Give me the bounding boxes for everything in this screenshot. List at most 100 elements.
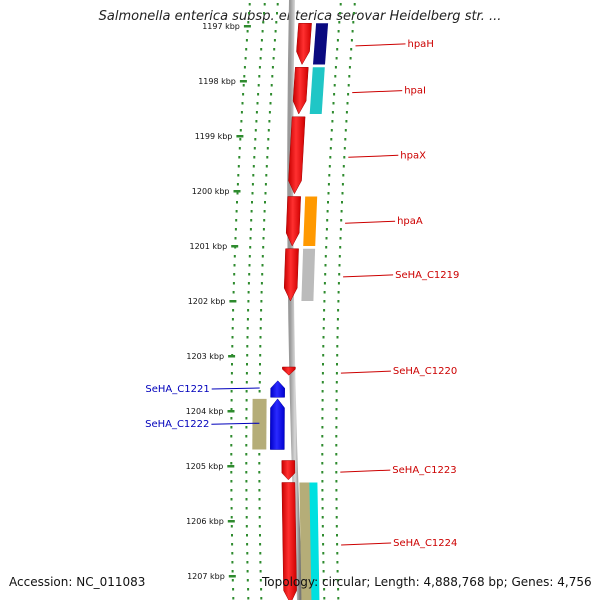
tick-label: 1199 kbp <box>195 132 233 141</box>
gene-SeHA_C1224[interactable] <box>281 482 320 600</box>
guide-dot <box>258 75 261 78</box>
guide-dot <box>323 597 326 600</box>
guide-dot <box>258 516 261 519</box>
guide-dot <box>329 147 332 150</box>
guide-dot <box>231 345 234 348</box>
gene-hpaX[interactable] <box>288 116 306 195</box>
guide-dot <box>336 543 339 546</box>
forward-gene-arrow[interactable] <box>281 482 297 600</box>
guide-dot <box>323 588 326 591</box>
tick-label: 1203 kbp <box>186 352 224 361</box>
forward-gene-arrow[interactable] <box>292 67 309 115</box>
gene-label-SeHA_C1224: SeHA_C1224 <box>341 538 457 549</box>
gene-label-hpaA: hpaA <box>345 216 423 227</box>
gene-name: SeHA_C1221 <box>145 384 209 395</box>
guide-dot <box>263 219 266 222</box>
guide-dot <box>267 138 270 141</box>
gene-SeHA_C1221[interactable] <box>270 380 285 398</box>
guide-dot <box>253 147 256 150</box>
gene-SeHA_C1223[interactable] <box>281 460 296 481</box>
accession-text: Accession: NC_011083 <box>9 575 146 589</box>
reverse-gene-arrow[interactable] <box>270 380 285 398</box>
guide-dot <box>249 228 252 231</box>
gene-label-hpaI: hpaI <box>352 86 426 97</box>
guide-dot <box>259 57 262 60</box>
gene-hpaA[interactable] <box>285 196 318 247</box>
guide-dot <box>230 426 233 429</box>
guide-dot <box>257 84 260 87</box>
guide-dot <box>322 534 324 537</box>
guide-dot <box>248 255 251 258</box>
guide-dot <box>353 12 355 15</box>
guide-dot <box>321 498 324 501</box>
guide-dot <box>261 30 264 33</box>
guide-dot <box>232 309 235 312</box>
gene-name: SeHA_C1220 <box>393 366 457 377</box>
reverse-gene-arrow[interactable] <box>270 398 285 450</box>
gene-SeHA_C1222[interactable] <box>252 398 285 450</box>
cog-box <box>309 482 320 600</box>
guide-dot <box>231 579 234 582</box>
guide-dot <box>344 129 347 132</box>
tick-mark <box>227 410 235 413</box>
guide-dot <box>349 57 352 60</box>
guide-dot <box>335 417 338 420</box>
guide-dot <box>327 192 330 195</box>
gene-SeHA_C1219[interactable] <box>283 248 316 302</box>
guide-dot <box>323 309 326 312</box>
guide-dot <box>336 336 339 339</box>
guide-dot <box>250 219 253 222</box>
guide-dot <box>233 273 236 276</box>
gene-SeHA_C1220[interactable] <box>282 366 296 376</box>
guide-dot <box>336 561 339 564</box>
guide-dot <box>230 417 233 420</box>
guide-dot <box>265 165 268 168</box>
forward-gene-arrow[interactable] <box>288 116 306 195</box>
forward-gene-arrow[interactable] <box>285 196 301 247</box>
guide-dot <box>335 399 338 402</box>
tick-label: 1206 kbp <box>186 517 224 526</box>
guide-dot <box>273 48 276 51</box>
guide-dot <box>337 597 340 600</box>
guide-dot <box>326 210 329 213</box>
gene-name: SeHA_C1222 <box>145 419 209 430</box>
guide-dot <box>322 561 325 564</box>
guide-dot <box>260 300 263 303</box>
guide-dot <box>339 228 342 231</box>
forward-gene-arrow[interactable] <box>281 460 296 481</box>
guide-dot <box>322 570 325 573</box>
gene-name: SeHA_C1224 <box>393 538 457 549</box>
guide-dot <box>246 570 249 573</box>
forward-gene-arrow[interactable] <box>296 23 312 66</box>
gene-hpaI[interactable] <box>292 67 325 115</box>
gene-label-SeHA_C1223: SeHA_C1223 <box>340 465 457 476</box>
guide-dot <box>245 471 248 474</box>
label-connector <box>345 220 396 224</box>
guide-dot <box>230 462 233 465</box>
cog-box <box>309 67 325 114</box>
guide-dot <box>239 129 242 132</box>
guide-dot <box>321 408 324 411</box>
forward-gene-arrow[interactable] <box>282 366 296 376</box>
forward-gene-arrow[interactable] <box>283 248 299 302</box>
kbp-tick: 1202 kbp <box>188 297 237 306</box>
guide-dot <box>245 516 248 519</box>
guide-dot <box>231 561 234 564</box>
guide-dot <box>322 345 325 348</box>
guide-dot <box>335 516 338 519</box>
dotted-ring-inner-left <box>245 3 266 600</box>
guide-dot <box>350 48 353 51</box>
gene-hpaH[interactable] <box>296 23 329 66</box>
guide-dot <box>337 291 340 294</box>
tick-mark <box>231 245 239 248</box>
guide-dot <box>233 264 236 267</box>
tick-label: 1198 kbp <box>198 77 236 86</box>
guide-dot <box>258 471 261 474</box>
guide-dot <box>336 579 339 582</box>
guide-dot <box>237 174 240 177</box>
guide-dot <box>345 120 348 123</box>
guide-dot <box>338 21 341 24</box>
guide-dot <box>235 219 238 222</box>
guide-dot <box>346 102 349 105</box>
guide-dot <box>246 30 249 33</box>
